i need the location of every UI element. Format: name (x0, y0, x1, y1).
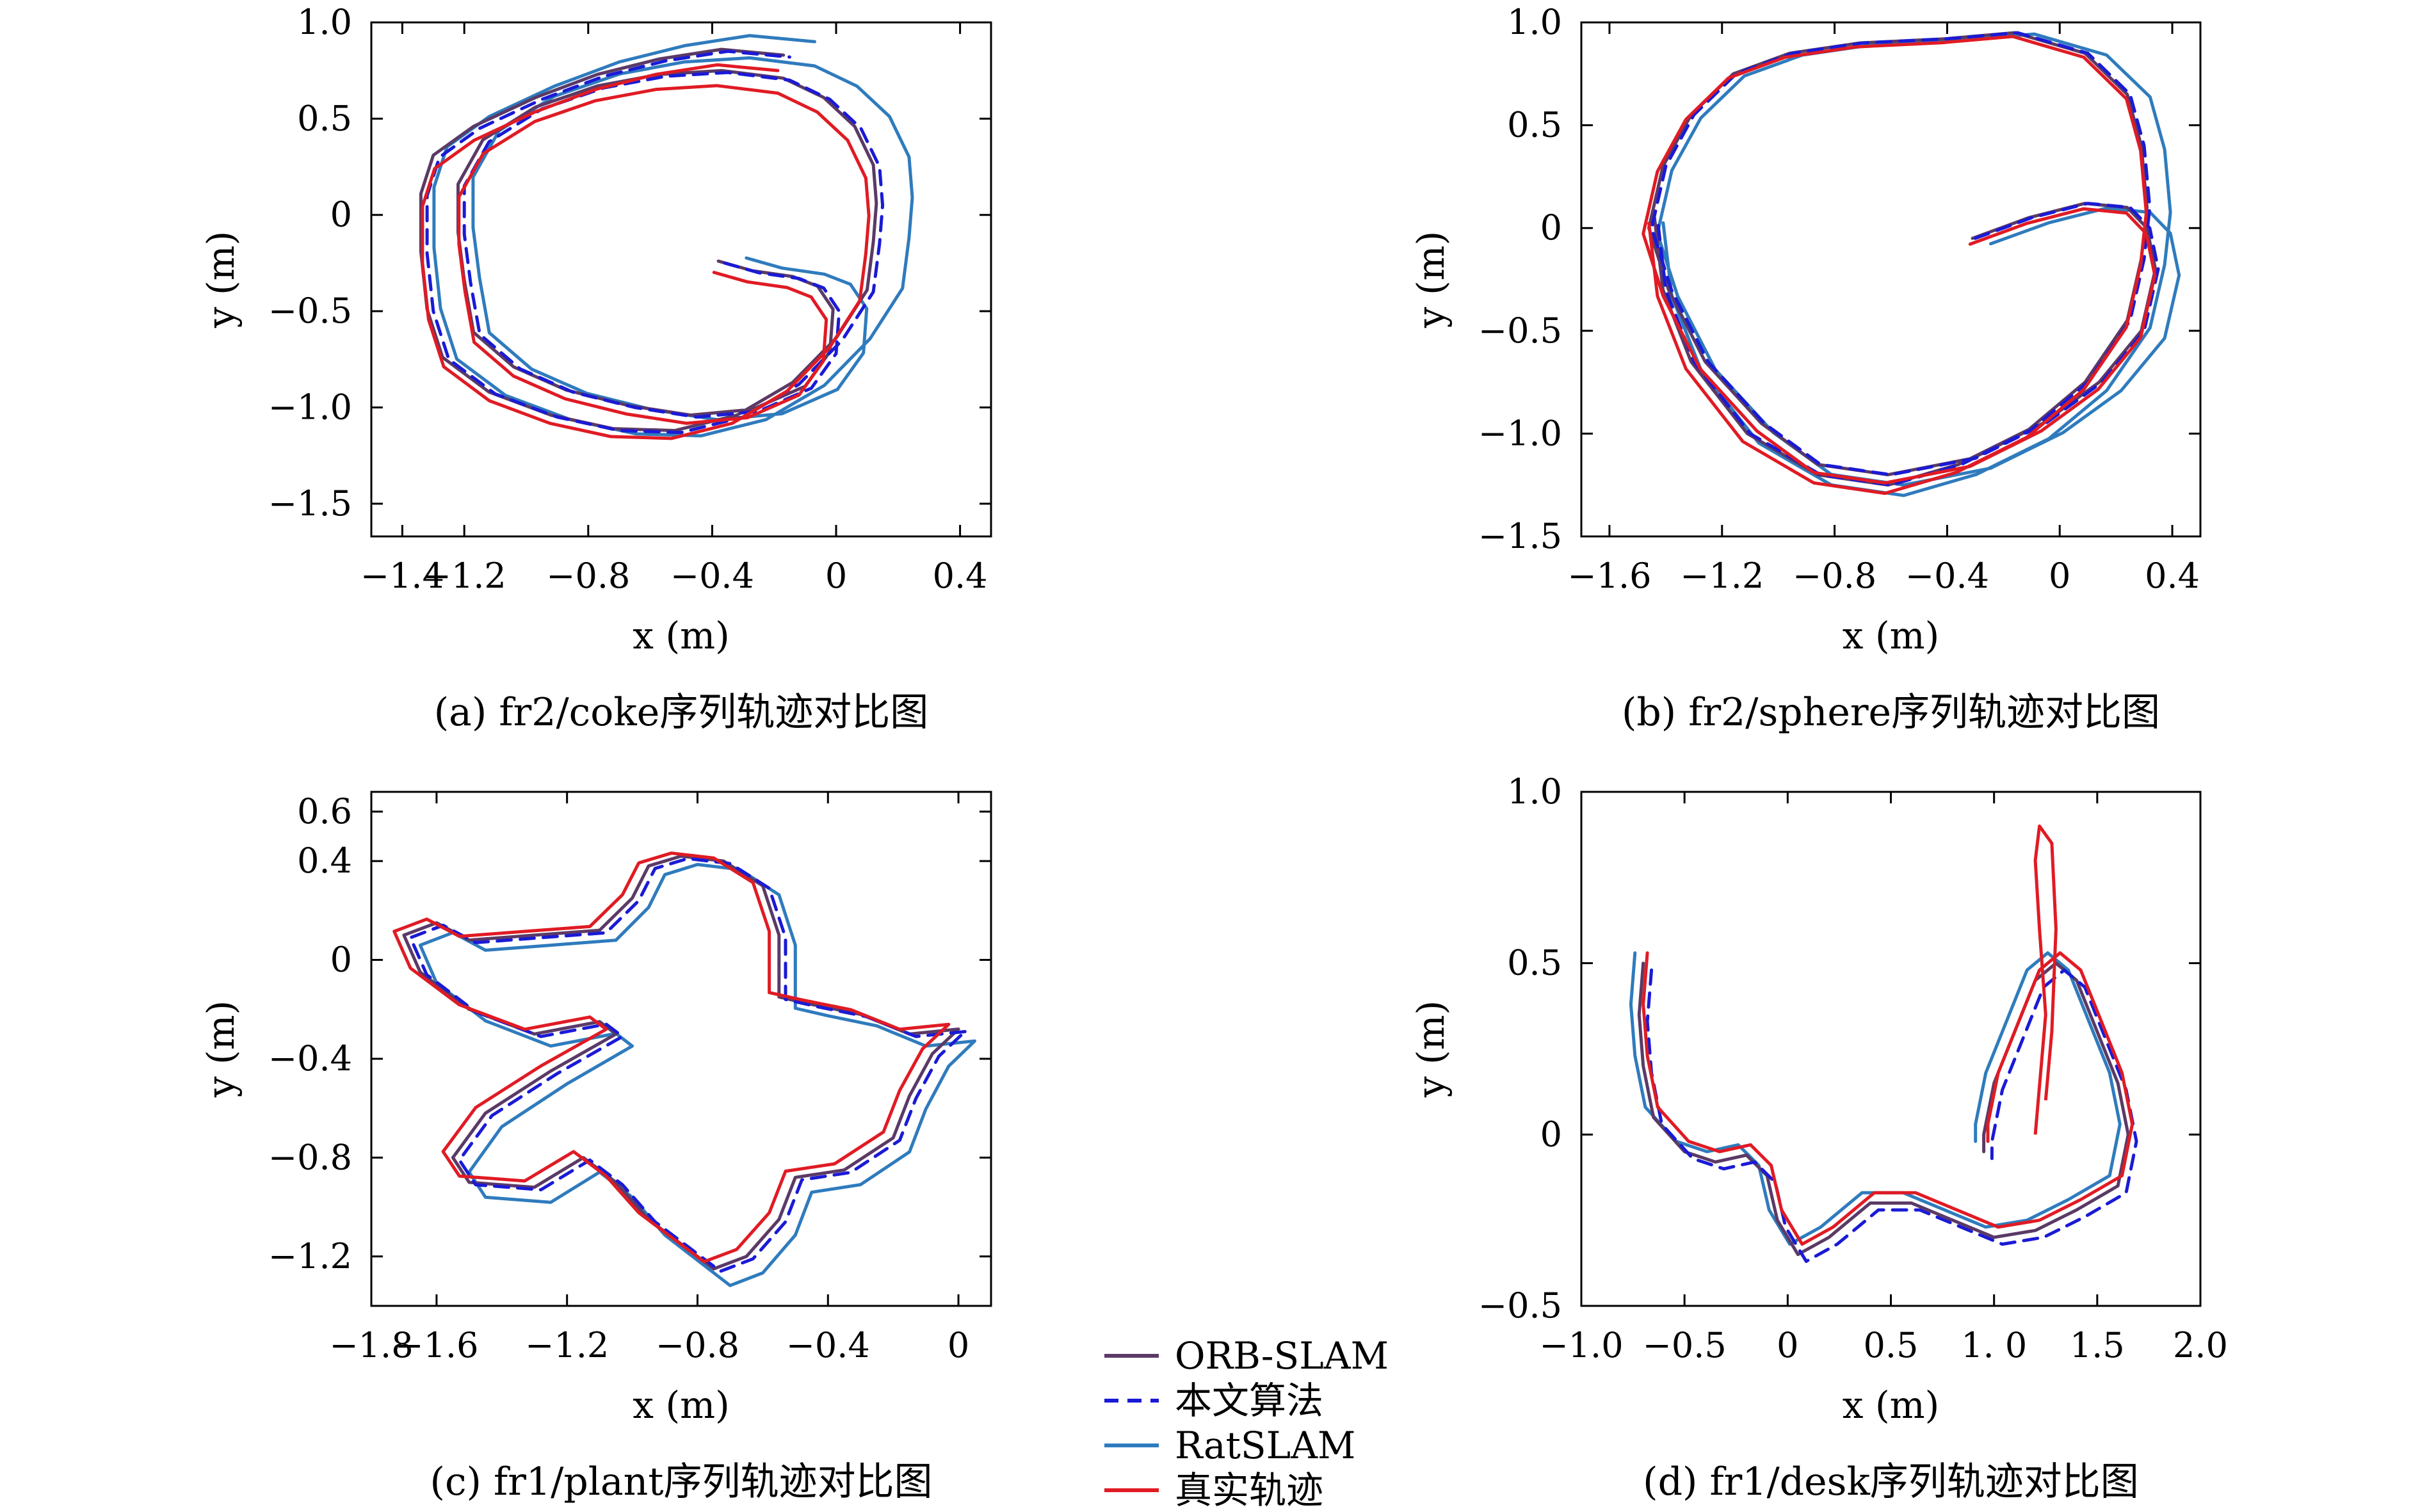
legend-label: 本文算法 (1175, 1379, 1323, 1422)
y-tick-label: 0.4 (297, 840, 352, 881)
chart-panel-3: −1.8−1.6 −1.2 −0.8 −0.4 0 0.6 0.4 0 −0.4 −0.8 −1.2… (199, 791, 992, 1504)
series-line-ORB-SLAM (1637, 961, 2130, 1257)
y-tick-label: 0 (330, 940, 352, 980)
legend-label: ORB-SLAM (1175, 1334, 1389, 1378)
panel-caption: (c) fr1/plant序列轨迹对比图 (430, 1460, 933, 1504)
series-line-RatSLAM (1656, 32, 2181, 497)
y-tick-label: 0 (1540, 207, 1562, 248)
x-axis-label: x (m) (633, 1383, 729, 1427)
plot-frame (1580, 791, 2202, 1307)
x-tick-label: 0 (2049, 556, 2070, 596)
series-line-真实轨迹-spike (2033, 824, 2058, 1135)
x-axis-label: x (m) (1843, 614, 1939, 657)
x-tick-label: −0.8 (1793, 556, 1876, 596)
y-axis-label: y (m) (1409, 231, 1453, 328)
y-axis-label: y (m) (199, 1001, 243, 1098)
legend-label: RatSLAM (1175, 1424, 1355, 1467)
y-tick-label: 0 (1540, 1114, 1562, 1154)
x-tick-label: −1.6 (394, 1325, 478, 1365)
x-tick-label: −1.6 (1567, 556, 1651, 596)
y-tick-label: 1.0 (297, 2, 352, 42)
chart-panel-4: −1.0 −0.5 0 0.5 1. 0 1.5 2.01.00.50−0.5x (m)y … (1409, 771, 2228, 1504)
x-tick-label: 0 (825, 556, 847, 596)
y-tick-label: −1.5 (268, 483, 352, 524)
x-tick-label: −0.8 (546, 556, 630, 596)
series-line-RatSLAM (418, 863, 976, 1287)
chart-panel-2: −1.6 −1.2 −0.8 −0.4 0 0.4 1.0 0.5 0 −0.5 −1.0 −1.5 x… (1409, 2, 2202, 735)
panel-caption: (a) fr2/coke序列轨迹对比图 (434, 690, 929, 735)
legend-entry: RatSLAM (1104, 1424, 1355, 1467)
x-tick-label: 2.0 (2173, 1325, 2228, 1365)
series-line-RatSLAM (432, 34, 914, 438)
legend-label: 真实轨迹 (1175, 1468, 1323, 1512)
x-tick-label: −1.0 (1539, 1325, 1623, 1365)
series-line-本文算法 (425, 49, 885, 435)
series-group (419, 34, 914, 440)
plot-frame (370, 21, 992, 538)
y-tick-label: −0.5 (1478, 1285, 1562, 1326)
y-tick-label: −0.5 (268, 291, 352, 331)
x-tick-label: −0.4 (1905, 556, 1989, 596)
legend-entry: 本文算法 (1104, 1379, 1323, 1422)
y-axis-label: y (m) (1409, 1001, 1453, 1098)
x-tick-label: 0 (948, 1325, 969, 1365)
x-tick-label: −1.8 (329, 1325, 413, 1365)
x-tick-label: −1.2 (1680, 556, 1764, 596)
x-tick-label: 0.4 (933, 556, 988, 596)
series-group (1642, 31, 2181, 497)
series-group (1629, 824, 2138, 1263)
x-tick-label: −0.4 (786, 1325, 870, 1365)
y-tick-label: 1.0 (1507, 2, 1562, 42)
x-tick-label: −1.2 (423, 556, 506, 596)
y-tick-label: 0 (330, 195, 352, 235)
legend-entry: 真实轨迹 (1104, 1468, 1323, 1512)
series-line-真实轨迹 (1642, 35, 2157, 495)
y-tick-label: −1.0 (268, 387, 352, 427)
series-group (392, 851, 976, 1287)
x-tick-label: 0.5 (1864, 1325, 1919, 1365)
x-axis-label: x (m) (1843, 1383, 1939, 1427)
panel-caption: (d) fr1/desk序列轨迹对比图 (1643, 1460, 2139, 1504)
plot-frame (370, 791, 992, 1307)
legend-entry: ORB-SLAM (1104, 1334, 1389, 1378)
y-tick-label: −0.5 (1478, 310, 1562, 351)
series-line-本文算法 (408, 857, 967, 1273)
x-tick-label: −1.4 (360, 556, 444, 596)
y-tick-label: −1.2 (268, 1236, 352, 1276)
y-tick-label: 0.5 (1507, 105, 1562, 145)
y-tick-label: −0.4 (268, 1038, 352, 1079)
chart-panel-1: −1.4−1.2 −0.8 −0.4 0 0.4 1.0 0.5 0 −0.5 −1.0 −1.5 x… (199, 2, 992, 735)
series-line-真实轨迹 (392, 851, 951, 1264)
y-tick-label: 1.0 (1507, 771, 1562, 812)
x-tick-label: 1.5 (2070, 1325, 2125, 1365)
y-tick-label: −1.0 (1478, 413, 1562, 453)
series-line-真实轨迹 (421, 63, 871, 440)
x-tick-label: −0.4 (670, 556, 754, 596)
y-tick-label: −0.8 (268, 1137, 352, 1177)
series-line-ORB-SLAM (402, 854, 960, 1271)
y-tick-label: 0.5 (1507, 943, 1562, 983)
x-tick-label: 0.4 (2145, 556, 2200, 596)
y-tick-label: 0.5 (297, 98, 352, 138)
series-line-真实轨迹 (1642, 951, 2134, 1246)
y-axis-label: y (m) (199, 231, 243, 328)
x-axis-label: x (m) (633, 614, 729, 657)
x-tick-label: −0.8 (656, 1325, 739, 1365)
x-tick-label: 0 (1777, 1325, 1798, 1365)
y-tick-label: 0.6 (297, 791, 352, 832)
x-tick-label: −0.5 (1643, 1325, 1727, 1365)
x-tick-label: 1. 0 (1961, 1325, 2027, 1365)
series-line-RatSLAM (1629, 951, 2122, 1246)
x-tick-label: −1.2 (525, 1325, 609, 1365)
plot-frame (1580, 21, 2202, 538)
y-tick-label: −1.5 (1478, 516, 1562, 556)
panel-caption: (b) fr2/sphere序列轨迹对比图 (1622, 690, 2160, 735)
